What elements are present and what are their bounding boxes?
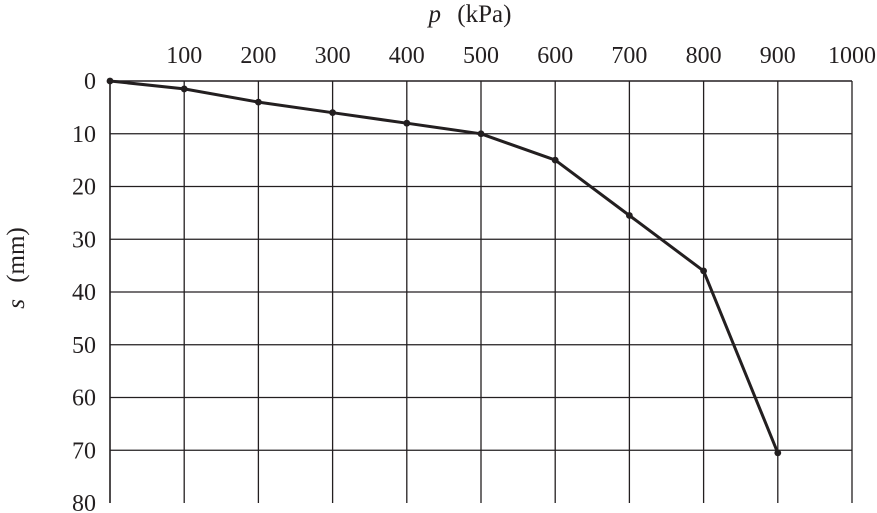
y-axis-unit: (mm) — [3, 227, 30, 283]
x-tick-label: 200 — [240, 43, 276, 69]
y-tick-label: 60 — [72, 386, 96, 412]
data-point — [329, 109, 336, 117]
y-axis-title: s (mm) — [3, 227, 30, 309]
grid — [109, 80, 853, 503]
y-tick-label: 80 — [72, 491, 96, 513]
x-tick-label: 600 — [537, 43, 573, 69]
y-tick-label: 30 — [72, 227, 96, 253]
tick-labels: 100 200 300 400 500 600 700 800 900 1000 0 10 20 30 40… — [72, 43, 876, 513]
data-series — [106, 77, 782, 457]
y-tick-label: 40 — [72, 280, 96, 306]
x-axis-title: p (kPa) — [427, 1, 512, 28]
data-point — [477, 130, 485, 138]
data-point — [180, 85, 188, 93]
x-tick-label: 700 — [611, 43, 647, 69]
data-point — [255, 98, 262, 106]
x-tick-label: 100 — [166, 43, 202, 69]
data-point — [774, 449, 782, 457]
data-point — [551, 156, 559, 164]
y-axis-variable: s — [3, 299, 30, 309]
x-tick-label: 1000 — [828, 43, 876, 69]
x-tick-label: 400 — [389, 43, 425, 69]
x-tick-label: 800 — [686, 43, 722, 69]
y-tick-label: 10 — [72, 122, 96, 148]
x-tick-label: 300 — [315, 43, 351, 69]
data-point — [403, 119, 411, 127]
y-tick-label: 20 — [72, 175, 96, 201]
x-axis-variable: p — [427, 1, 442, 28]
data-point — [626, 212, 633, 219]
x-tick-label: 500 — [463, 43, 499, 69]
y-tick-label: 70 — [72, 438, 96, 464]
y-tick-label: 50 — [72, 333, 96, 359]
data-point — [106, 77, 114, 85]
x-axis-unit: (kPa) — [457, 1, 511, 28]
series-line — [109, 79, 780, 454]
data-point — [700, 267, 707, 275]
x-tick-label: 900 — [760, 43, 796, 69]
y-tick-label: 0 — [84, 69, 96, 95]
